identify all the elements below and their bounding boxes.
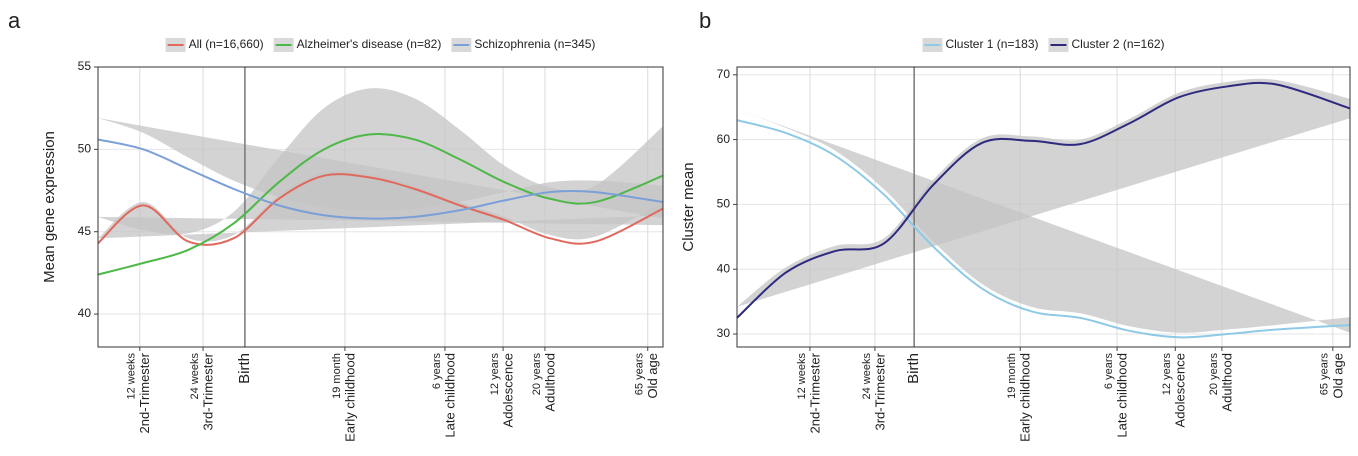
x-stage-label: Adulthood [1219, 353, 1234, 412]
x-age-label: 12 weeks [126, 353, 138, 400]
confidence-band [737, 78, 1350, 307]
series-line [736, 119, 1351, 339]
x-age-label: 24 weeks [861, 353, 873, 400]
y-tick-label: 60 [717, 132, 731, 146]
y-tick-label: 50 [717, 197, 731, 211]
y-tick-label: 30 [717, 326, 731, 340]
y-tick-label: 55 [78, 59, 92, 73]
y-tick-label: 45 [78, 224, 92, 238]
x-stage-label: 2nd-Trimester [807, 352, 822, 433]
x-stage-label: 2nd-Trimester [137, 352, 152, 433]
legend-label: Schizophrenia (n=345) [474, 37, 595, 51]
y-tick-label: 70 [717, 67, 731, 81]
y-axis-title: Mean gene expression [41, 131, 58, 283]
x-age-label: 19 month [1006, 353, 1018, 399]
series-line [97, 173, 664, 246]
x-age-label: 65 years [1319, 353, 1331, 396]
event-label: Birth [905, 353, 922, 384]
x-age-label: 12 years [489, 353, 501, 396]
confidence-band [98, 118, 663, 219]
x-age-label: 6 years [431, 353, 443, 390]
x-stage-label: 3rd-Trimester [872, 352, 887, 430]
x-age-label: 24 weeks [189, 353, 201, 400]
x-stage-label: Adolescence [1173, 353, 1188, 427]
legend: All (n=16,660) Alzheimer's disease (n=82)… [165, 37, 595, 52]
x-age-label: 6 years [1103, 353, 1115, 390]
legend-label: Cluster 2 (n=162) [1072, 37, 1165, 51]
panel-label: a [8, 8, 21, 33]
x-stage-label: Adulthood [542, 353, 557, 412]
y-tick-label: 40 [78, 306, 92, 320]
plot-frame [97, 66, 664, 348]
x-stage-label: Adolescence [501, 353, 516, 427]
confidence-band [98, 88, 663, 235]
legend-label: Alzheimer's disease (n=82) [297, 37, 442, 51]
series-line [736, 81, 1351, 319]
series-line [97, 138, 664, 220]
x-age-label: 12 weeks [796, 353, 808, 400]
x-stage-label: Old age [645, 353, 660, 399]
confidence-band [737, 109, 1350, 333]
x-stage-label: Early childhood [1018, 353, 1033, 442]
x-stage-label: Early childhood [342, 353, 357, 442]
y-axis-title: Cluster mean [680, 162, 697, 251]
legend-label: Cluster 1 (n=183) [945, 37, 1038, 51]
x-age-label: 65 years [634, 353, 646, 396]
x-age-label: 20 years [1208, 353, 1220, 396]
x-age-label: 12 years [1161, 353, 1173, 396]
series-line [97, 133, 664, 276]
x-stage-label: Old age [1330, 353, 1345, 399]
x-stage-label: Late childhood [1114, 353, 1129, 438]
plot-frame [736, 66, 1351, 348]
x-stage-label: 3rd-Trimester [201, 352, 216, 430]
y-tick-label: 40 [717, 261, 731, 275]
event-label: Birth [236, 353, 253, 384]
y-tick-label: 50 [78, 142, 92, 156]
legend: Cluster 1 (n=183) Cluster 2 (n=162) [922, 37, 1165, 52]
x-age-label: 19 month [331, 353, 343, 399]
x-stage-label: Late childhood [442, 353, 457, 438]
panel-label: b [699, 8, 711, 33]
x-age-label: 20 years [531, 353, 543, 396]
legend-label: All (n=16,660) [189, 37, 264, 51]
